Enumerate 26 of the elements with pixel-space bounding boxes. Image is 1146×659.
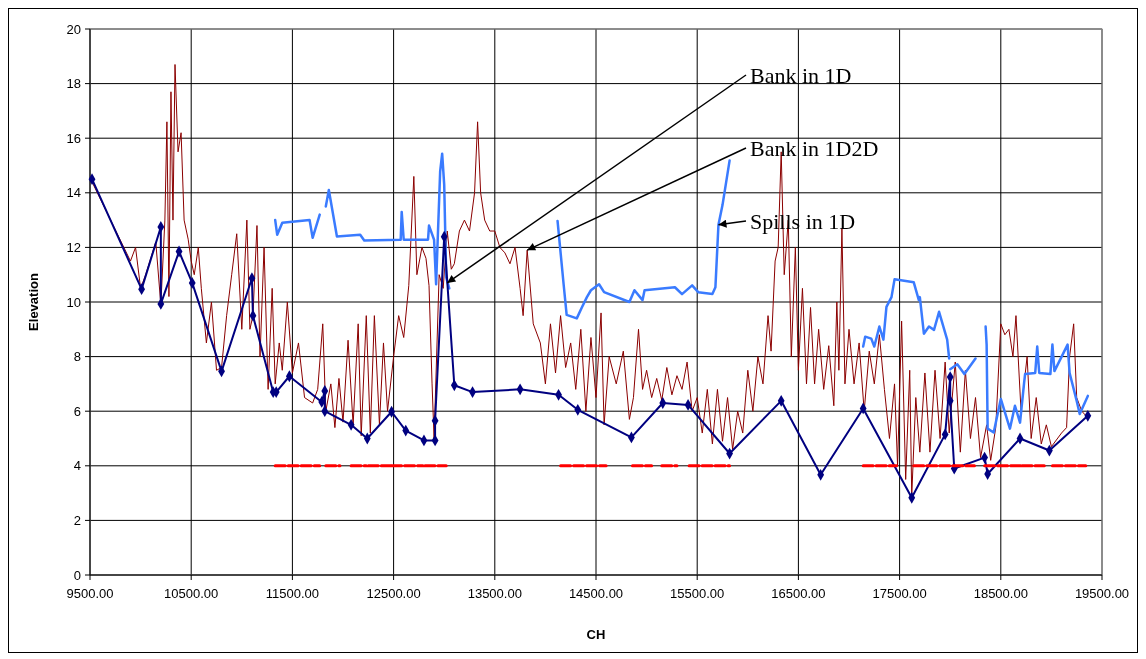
y-tick-label: 2 [73,512,81,528]
x-tick-label: 14500.00 [568,586,624,601]
annotation: Bank in 1D [750,63,852,88]
x-tick-label: 11500.00 [265,586,320,601]
y-tick-label: 18 [66,76,81,92]
y-tick-label: 10 [66,294,81,310]
y-tick-label: 0 [73,567,81,583]
y-tick-label: 4 [73,458,81,474]
x-tick-label: 17500.00 [872,586,927,601]
x-tick-label: 10500.00 [164,586,219,601]
x-tick-label: 19500.00 [1074,586,1130,601]
y-tick-label: 6 [73,403,81,419]
y-tick-label: 20 [66,21,81,37]
x-tick-label: 16500.00 [771,586,826,601]
annotation: Bank in 1D2D [750,136,879,161]
y-tick-label: 8 [73,349,81,365]
y-axis-title: Elevation [26,273,41,331]
x-tick-label: 15500.00 [670,586,725,601]
x-axis-title: CH [586,627,606,642]
x-tick-label: 13500.00 [467,586,522,601]
y-tick-label: 12 [66,239,81,255]
y-tick-label: 16 [66,130,81,146]
x-tick-label: 9500.00 [66,586,114,601]
x-tick-label: 12500.00 [366,586,421,601]
y-tick-label: 14 [66,185,81,201]
x-tick-label: 18500.00 [973,586,1028,601]
